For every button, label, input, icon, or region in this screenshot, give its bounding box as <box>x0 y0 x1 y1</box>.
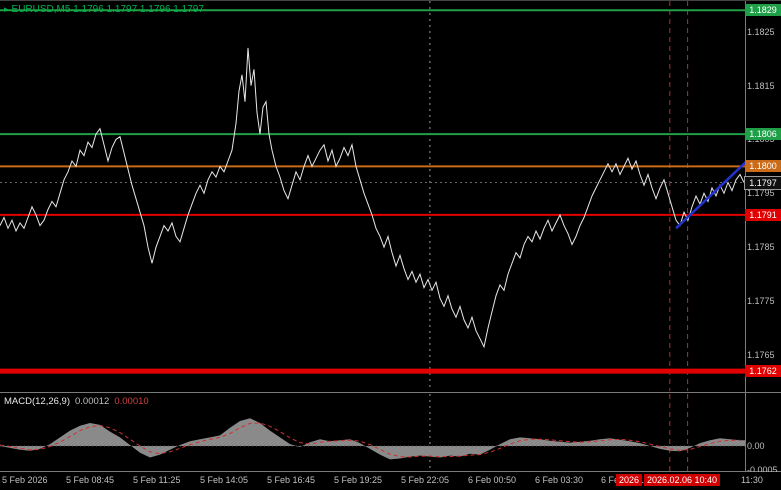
time-axis-label: 5 Feb 08:45 <box>66 475 115 485</box>
price-scale-label: 1.1765 <box>747 349 775 360</box>
time-axis-label: 5 Feb 2026 <box>2 475 48 485</box>
time-axis-label: 5 Feb 11:25 <box>133 475 181 485</box>
time-highlight-label: 2026.02.06 10:40 <box>644 474 721 486</box>
price-scale-label: 1.1775 <box>747 296 775 307</box>
price-scale-label: 1.1795 <box>747 188 775 199</box>
scale-separator <box>745 1 746 490</box>
time-axis-label: 11:30 <box>741 475 763 485</box>
chart-header: ▸ EURUSD,M5 1.1796 1.1797 1.1796 1.1797 <box>4 4 204 15</box>
time-axis-label: 5 Feb 16:45 <box>267 475 316 485</box>
time-axis-label: 6 Feb 03:30 <box>535 475 584 485</box>
pane-separator[interactable] <box>0 392 781 393</box>
price-scale-label: 1.1825 <box>747 26 775 37</box>
macd-signal-line <box>0 422 740 458</box>
price-level-label: 1.1806 <box>745 128 781 141</box>
macd-scale-label: -0.0005 <box>747 465 778 475</box>
time-axis-label: 5 Feb 14:05 <box>200 475 249 485</box>
price-level-label: 1.1791 <box>745 208 781 221</box>
price-level-label: 1.1762 <box>745 365 781 378</box>
price-pane[interactable] <box>0 1 745 392</box>
price-level-label: 1.1800 <box>745 160 781 173</box>
macd-main-value: 0.00012 <box>75 396 110 407</box>
macd-pane[interactable] <box>0 394 745 471</box>
macd-signal-value: 0.00010 <box>114 396 149 407</box>
price-line[interactable] <box>0 47 745 349</box>
macd-histogram <box>0 418 745 460</box>
current-price-label: 1.1797 <box>744 175 781 190</box>
macd-name: MACD(12,26,9) <box>4 396 70 407</box>
ohlc-quote: EURUSD,M5 1.1796 1.1797 1.1796 1.1797 <box>11 4 204 15</box>
chart-marker-icon: ▸ <box>4 4 9 14</box>
price-scale-label: 1.1815 <box>747 80 775 91</box>
time-highlight-label: 2026 <box>616 474 643 486</box>
trend-line[interactable] <box>675 161 745 230</box>
time-axis-label: 5 Feb 19:25 <box>334 475 383 485</box>
time-axis-label: 5 Feb 22:05 <box>401 475 450 485</box>
macd-scale-label: 0.00 <box>747 441 765 451</box>
price-scale-label: 1.1785 <box>747 242 775 253</box>
axis-separator <box>0 471 781 472</box>
time-axis-label: 6 Feb 00:50 <box>468 475 517 485</box>
macd-indicator-label: MACD(12,26,9) 0.00012 0.00010 <box>4 396 149 407</box>
time-axis[interactable]: 5 Feb 2026 5 Feb 08:45 5 Feb 11:25 5 Feb 14… <box>0 472 781 490</box>
price-level-label: 1.1829 <box>745 4 781 17</box>
